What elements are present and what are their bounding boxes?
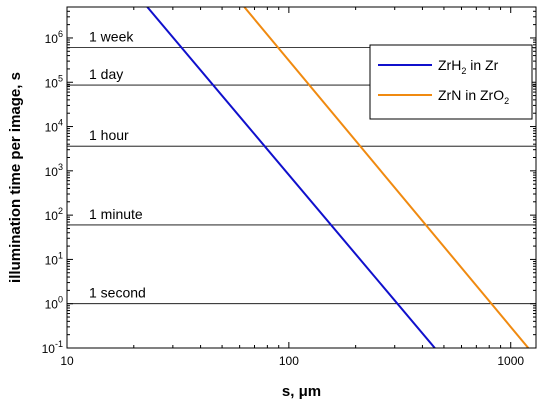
legend-label: ZrN in ZrO2	[438, 87, 509, 106]
y-tick-label: 104	[45, 118, 63, 135]
y-tick-label: 100	[45, 295, 63, 312]
x-tick-label: 100	[279, 354, 299, 368]
series-line	[243, 7, 530, 348]
data-series	[146, 7, 530, 348]
series-line	[146, 7, 436, 348]
legend-label: ZrH2 in Zr	[438, 57, 499, 76]
x-tick-label: 10	[60, 354, 74, 368]
y-tick-label: 101	[45, 250, 63, 267]
legend: ZrH2 in Zr ZrN in ZrO2	[369, 44, 533, 120]
y-tick-label: 106	[45, 29, 63, 46]
x-tick-label: 1000	[497, 354, 524, 368]
y-tick-label: 103	[45, 162, 63, 179]
legend-box	[369, 44, 533, 120]
reference-label: 1 second	[89, 285, 146, 301]
y-tick-label: 10-1	[42, 339, 63, 356]
y-axis-title: illumination time per image, s	[7, 72, 24, 283]
y-tick-label: 105	[45, 73, 63, 90]
reference-labels: 1 week 1 day 1 hour 1 minute 1 second	[89, 29, 146, 301]
y-tick-label: 102	[45, 206, 63, 223]
x-axis-title: s, μm	[282, 383, 321, 400]
reference-label: 1 week	[89, 29, 134, 45]
reference-label: 1 minute	[89, 206, 143, 222]
axis-ticks: 10 100 1000 10-1 100 101 102 103 104 105 106	[42, 6, 536, 368]
reference-label: 1 hour	[89, 127, 129, 143]
reference-label: 1 day	[89, 66, 123, 82]
